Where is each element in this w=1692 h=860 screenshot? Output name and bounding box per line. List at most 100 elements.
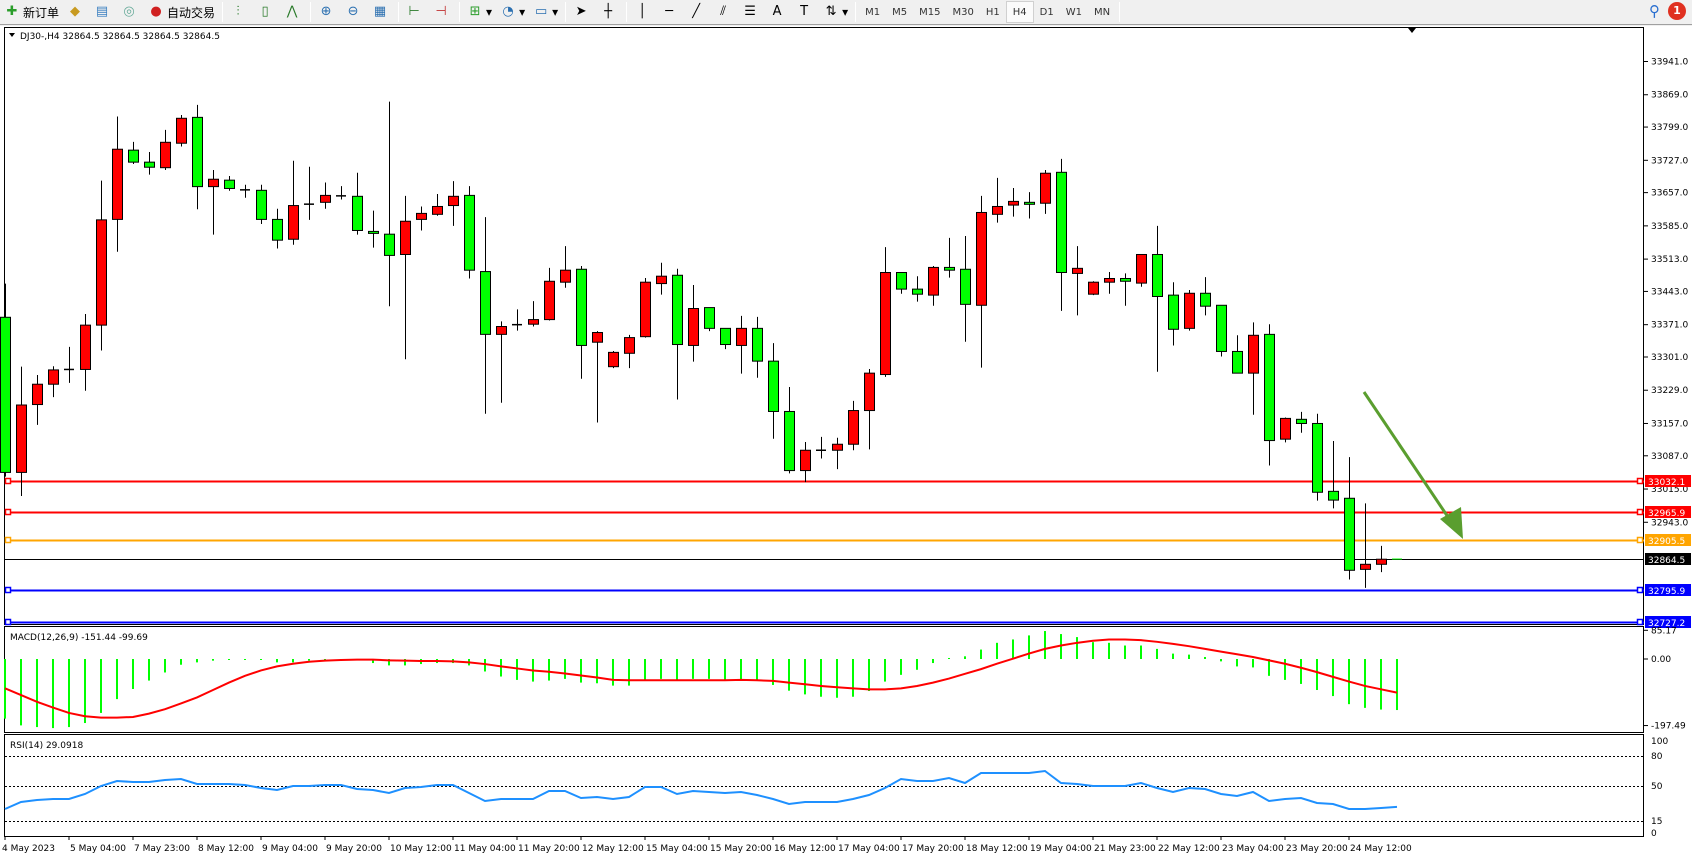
trend-arrow[interactable] [1362,391,1463,539]
macd-bar [1012,639,1014,659]
timeframe-h4[interactable]: H4 [1005,1,1034,23]
candle-body-down [464,194,475,271]
candle [992,177,1003,223]
level-handle-right [1636,586,1644,594]
macd-bar [1268,659,1270,676]
timeframe-m30[interactable]: M30 [952,6,974,18]
macd-bar [996,642,998,659]
candle [304,166,314,220]
bar-chart-button[interactable]: ⫶ [226,1,253,23]
autoscroll-button[interactable]: ⊣ [429,1,456,23]
indicators-button[interactable]: ⊞ ▾ [463,1,496,23]
crosshair-button[interactable]: ┼ [596,1,623,23]
candle [928,266,939,306]
candle [480,217,491,414]
search-icon[interactable]: ⚲ [1649,2,1660,20]
candle-body-down [752,327,763,362]
candlestick-button[interactable]: ▯ [253,1,280,23]
timeframe-mn[interactable]: MN [1093,6,1111,18]
vertical-line-button[interactable]: │ [630,1,657,23]
signals-button[interactable]: ◎ [117,1,144,23]
timeframe-m5[interactable]: M5 [892,6,908,18]
macd-bar [1364,659,1366,708]
zoom-in-button[interactable]: ⊕ [314,1,341,23]
rsi-axis-label: 0 [1651,829,1657,839]
macd-bar [1252,659,1254,668]
candle [1216,304,1227,357]
candle [1248,322,1259,415]
time-label: 9 May 04:00 [262,844,318,854]
zoom-out-button[interactable]: ⊖ [341,1,368,23]
candle-body-down [192,116,203,188]
signal-icon: ◎ [123,4,135,19]
time-label: 19 May 04:00 [1030,844,1092,854]
candle [48,366,59,398]
fibonacci-icon: ☰ [744,4,756,19]
candle-body-down [768,360,779,412]
candle-body-down [1232,350,1243,374]
chart-shift-marker[interactable] [1408,28,1416,33]
candle [1232,335,1243,374]
candle-body-up [1184,292,1195,329]
periods-button[interactable]: ◔ ▾ [496,1,529,23]
candle-body-up [1248,334,1259,374]
time-label: 16 May 12:00 [774,844,836,854]
price-level-label: 32965.9 [1648,509,1685,519]
macd-bar [500,659,502,677]
line-chart-icon: ⋀ [286,4,298,19]
cursor-button[interactable]: ➤ [569,1,596,23]
templates-button[interactable]: ▭ ▾ [534,4,559,19]
gold-bars-icon: ◆ [70,4,81,19]
separator [398,2,400,22]
chart-shift-button[interactable]: ⊢ [402,1,429,23]
candle [1328,441,1339,509]
candle-body-up [640,281,651,338]
tile-windows-button[interactable]: ▦ [368,1,395,23]
zoom-out-icon: ⊖ [347,4,359,19]
notification-badge[interactable]: 1 [1668,2,1686,20]
fibonacci-button[interactable]: ☰ [738,1,765,23]
new-order-label: 新订单 [23,5,60,20]
navigator-button[interactable]: ▤ [90,1,117,23]
timeframe-m1[interactable]: M1 [865,6,881,18]
level-handle-left [4,477,12,485]
price-tick-label: 33157.0 [1651,419,1688,429]
time-label: 8 May 12:00 [198,844,254,854]
timeframe-w1[interactable]: W1 [1065,6,1082,18]
macd-bar [180,659,182,665]
arrows-button[interactable]: ⇅ ▾ [819,1,852,23]
market-watch-button[interactable]: ◆ [63,1,90,23]
macd-bar [932,659,934,664]
equidistant-channel-button[interactable]: ⫽ [711,1,738,23]
candle-body-up [1136,253,1147,284]
arrow-shaft [1362,391,1454,524]
macd-bar [548,659,550,681]
crosshair-icon: ┼ [604,4,613,19]
candle [0,283,11,477]
candle [912,276,923,302]
rsi-axis-label: 50 [1651,782,1663,792]
timeframe-d1[interactable]: D1 [1039,6,1054,18]
new-order-button[interactable]: ✚ 新订单 [0,1,63,23]
timeframe-h1[interactable]: H1 [985,6,1000,18]
horizontal-line-button[interactable]: ─ [657,1,684,23]
time-label: 7 May 23:00 [134,844,190,854]
text-button[interactable]: A [765,1,792,23]
macd-bar [980,649,982,659]
level-handle-left [4,586,12,594]
candle [416,206,427,231]
chart-menu-triangle-icon[interactable] [9,33,15,37]
timeframe-m15[interactable]: M15 [919,6,941,18]
candle [352,172,363,235]
auto-trading-button[interactable]: ● 自动交易 [144,1,219,23]
macd-indicator: 85.17 0.00 -197.49 [4,626,1686,732]
separator [1119,2,1121,22]
candle [896,271,907,294]
trendline-button[interactable]: ╱ [684,1,711,23]
candle-body-down [784,410,795,472]
line-chart-button[interactable]: ⋀ [280,1,307,23]
candle-body-up [112,148,123,220]
price-level-badge [1645,475,1691,487]
text-label-button[interactable]: T [792,1,819,23]
